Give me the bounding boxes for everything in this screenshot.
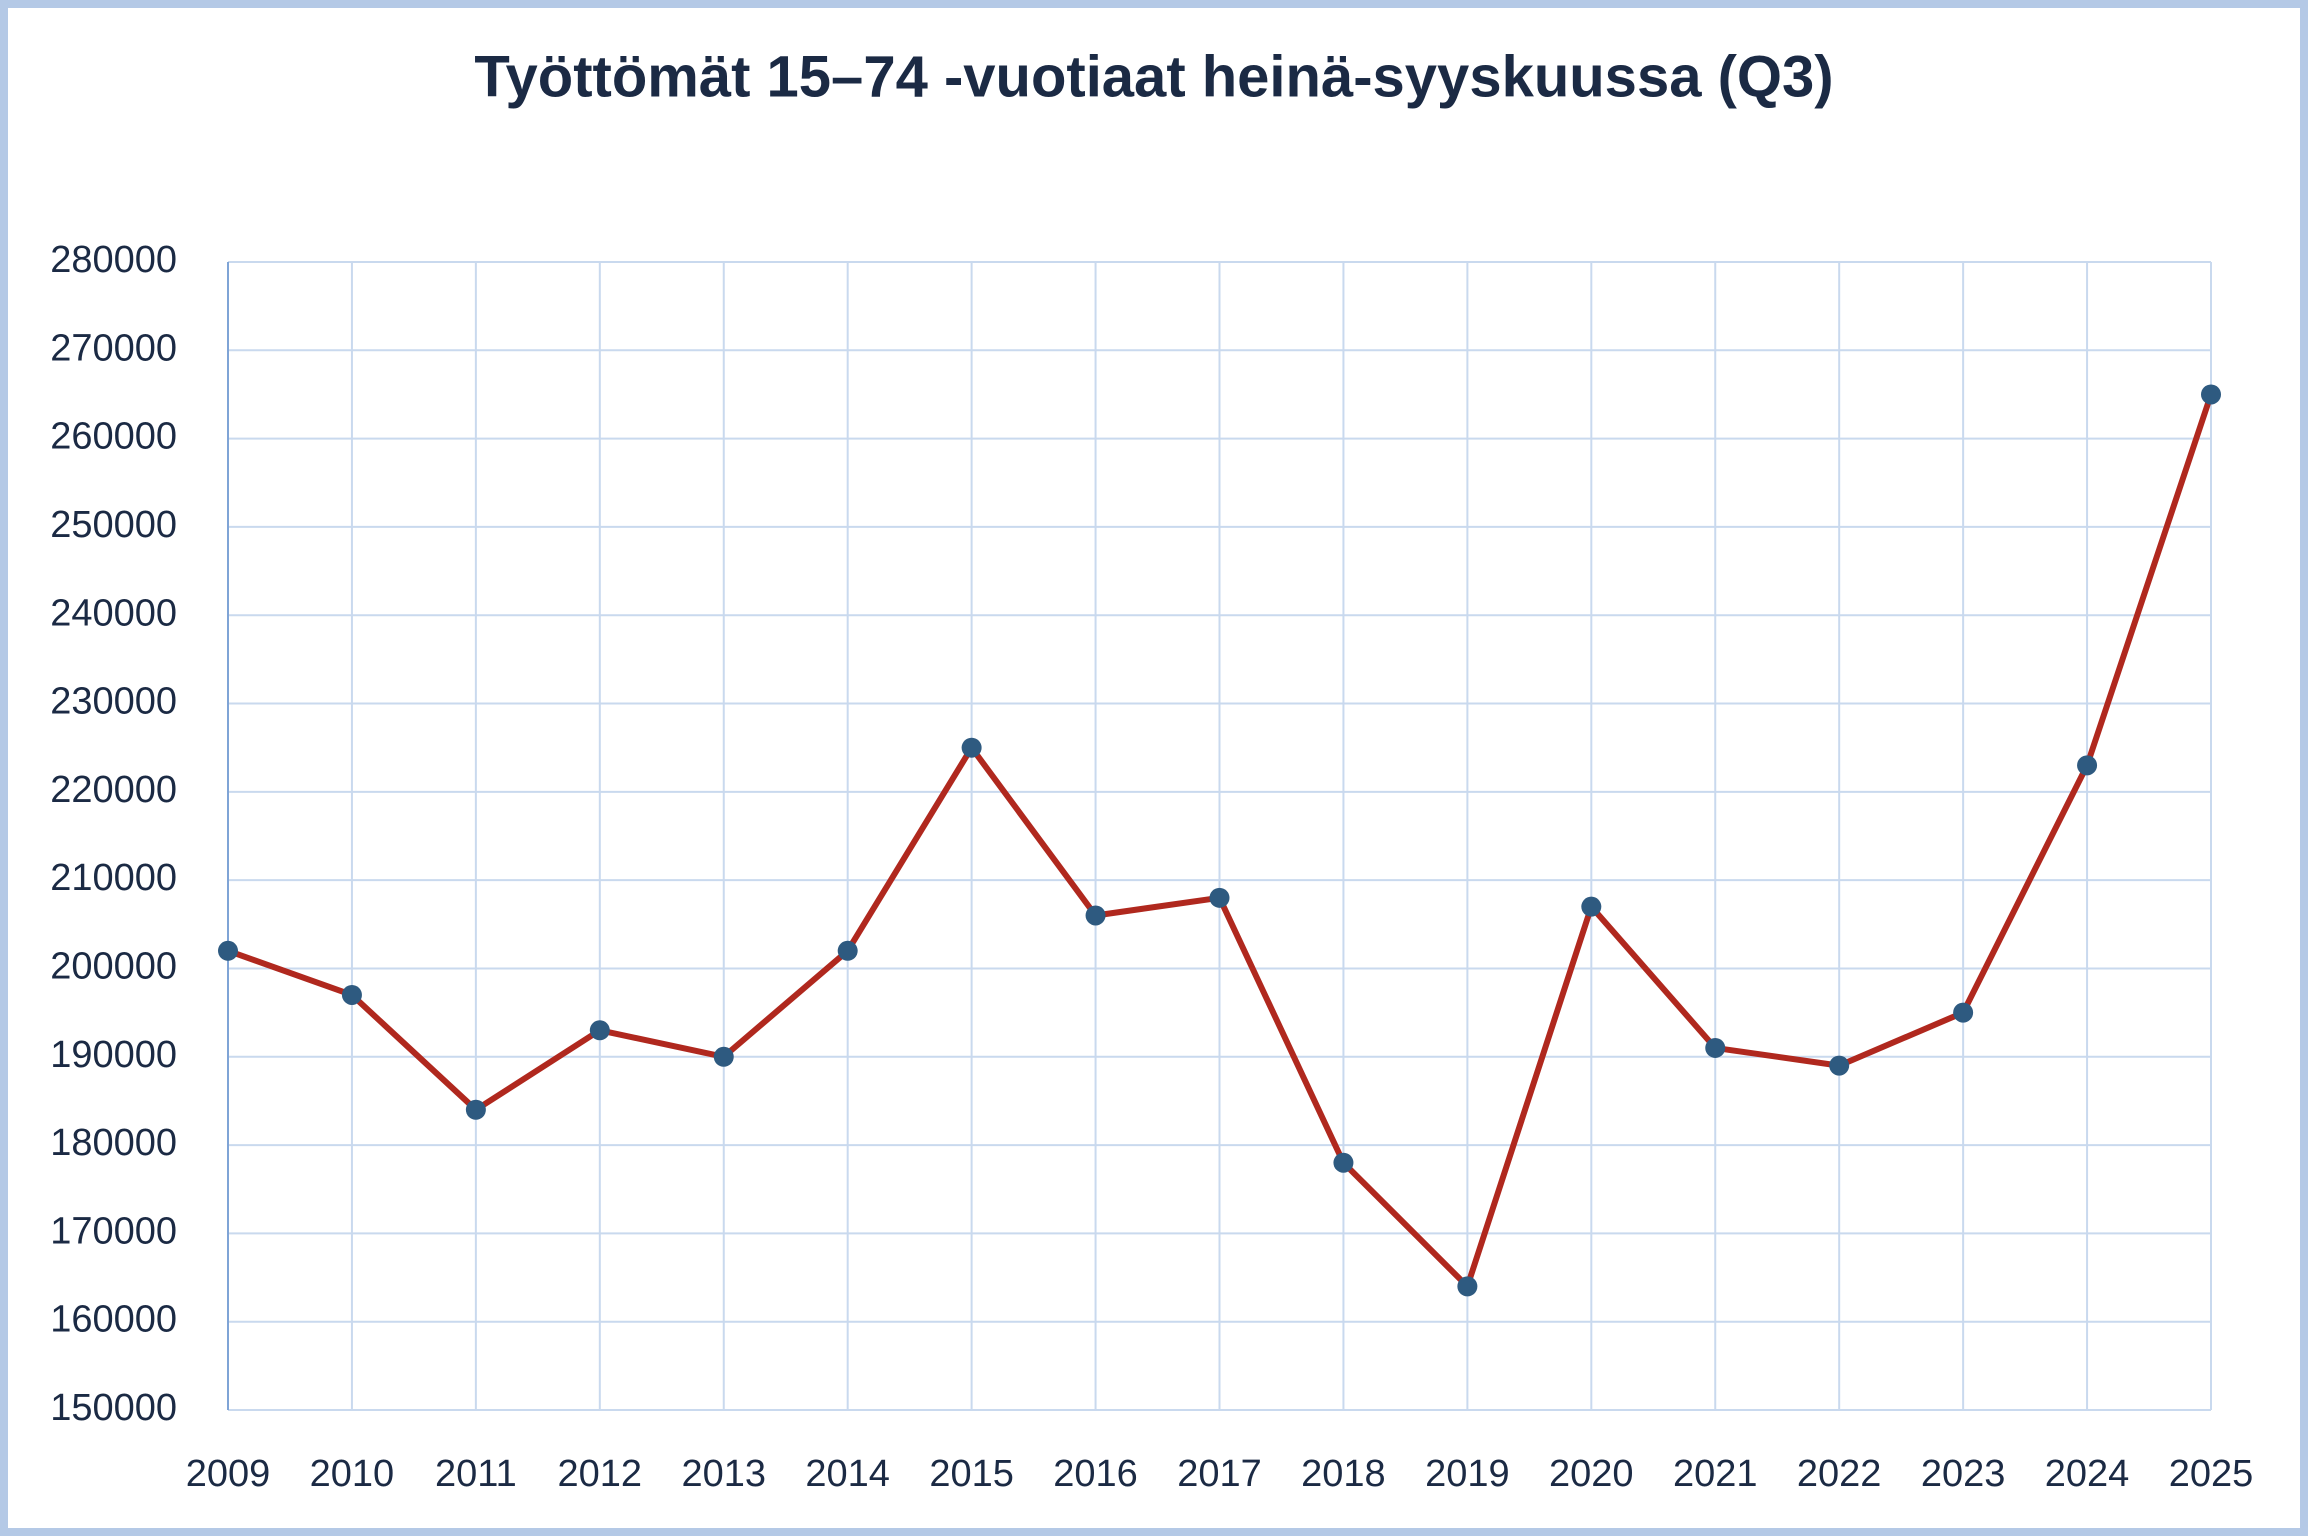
x-tick-label: 2018 bbox=[1301, 1453, 1386, 1495]
y-tick-label: 220000 bbox=[50, 769, 177, 811]
x-tick-label: 2016 bbox=[1053, 1453, 1138, 1495]
x-tick-label: 2013 bbox=[681, 1453, 766, 1495]
y-tick-label: 200000 bbox=[50, 945, 177, 987]
y-tick-label: 260000 bbox=[50, 416, 177, 458]
marker bbox=[713, 1046, 734, 1067]
x-tick-label: 2024 bbox=[2045, 1453, 2130, 1495]
y-tick-label: 280000 bbox=[50, 239, 177, 281]
y-tick-label: 170000 bbox=[50, 1210, 177, 1252]
y-tick-label: 210000 bbox=[50, 857, 177, 899]
x-tick-label: 2012 bbox=[558, 1453, 643, 1495]
marker bbox=[341, 984, 362, 1005]
marker bbox=[2201, 384, 2221, 405]
marker bbox=[1209, 887, 1230, 908]
y-tick-label: 240000 bbox=[50, 592, 177, 634]
y-tick-label: 190000 bbox=[50, 1034, 177, 1076]
marker bbox=[589, 1020, 610, 1041]
y-tick-label: 250000 bbox=[50, 504, 177, 546]
y-tick-label: 270000 bbox=[50, 327, 177, 369]
y-tick-label: 150000 bbox=[50, 1387, 177, 1429]
marker bbox=[1953, 1002, 1974, 1023]
y-tick-label: 230000 bbox=[50, 681, 177, 723]
x-tick-label: 2019 bbox=[1425, 1453, 1510, 1495]
marker bbox=[1705, 1037, 1726, 1058]
x-tick-label: 2021 bbox=[1673, 1453, 1758, 1495]
x-tick-label: 2014 bbox=[805, 1453, 890, 1495]
y-tick-label: 180000 bbox=[50, 1122, 177, 1164]
marker bbox=[1085, 905, 1106, 926]
marker bbox=[837, 940, 858, 961]
chart-title: Työttömät 15–74 -vuotiaat heinä-syyskuus… bbox=[474, 44, 1833, 109]
x-tick-label: 2017 bbox=[1177, 1453, 1262, 1495]
x-tick-label: 2022 bbox=[1797, 1453, 1882, 1495]
marker bbox=[1457, 1276, 1478, 1297]
x-tick-label: 2023 bbox=[1921, 1453, 2006, 1495]
x-tick-label: 2025 bbox=[2169, 1453, 2254, 1495]
x-tick-label: 2020 bbox=[1549, 1453, 1634, 1495]
marker bbox=[1829, 1055, 1850, 1076]
marker bbox=[1333, 1152, 1354, 1173]
marker bbox=[1581, 896, 1602, 917]
x-tick-label: 2015 bbox=[929, 1453, 1014, 1495]
marker bbox=[465, 1099, 486, 1120]
marker bbox=[961, 737, 982, 758]
x-tick-label: 2011 bbox=[435, 1453, 517, 1495]
x-tick-label: 2010 bbox=[310, 1453, 395, 1495]
y-tick-label: 160000 bbox=[50, 1299, 177, 1341]
marker bbox=[218, 940, 238, 961]
x-tick-label: 2009 bbox=[186, 1453, 271, 1495]
marker bbox=[2077, 755, 2098, 776]
